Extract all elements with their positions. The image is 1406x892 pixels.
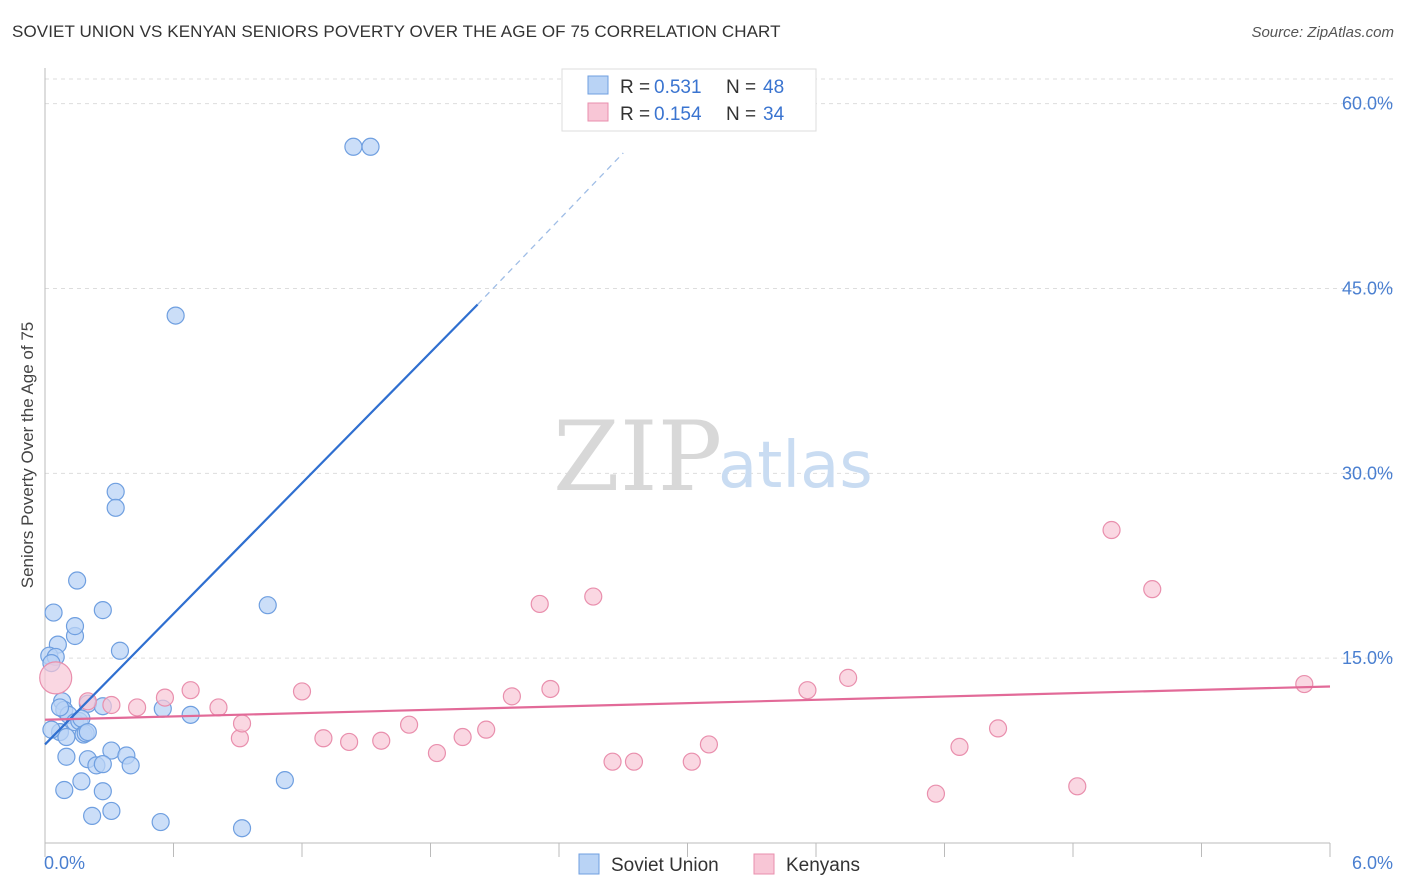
legend-n-kenyan: 34: [763, 104, 785, 125]
series-legend-swatch-kenyan: [753, 853, 775, 875]
soviet-point: [151, 812, 170, 832]
soviet-point: [68, 571, 87, 590]
soviet-point: [102, 801, 121, 821]
soviet-point: [258, 596, 277, 615]
kenyan-point: [453, 727, 472, 747]
y-tick-label: 15.0%: [1342, 648, 1393, 668]
series-legend-label-soviet: Soviet Union: [611, 855, 719, 876]
correlation-legend: R = 0.531 N = 48 R = 0.154 N = 34: [561, 68, 817, 132]
soviet-point: [275, 771, 294, 790]
soviet-point: [361, 137, 380, 156]
soviet-point: [110, 641, 130, 660]
watermark: ZIP atlas: [553, 401, 873, 513]
x-tick-label-min: 0.0%: [44, 853, 85, 873]
kenyan-point: [127, 698, 147, 717]
y-axis-label: Seniors Poverty Over the Age of 75: [18, 322, 37, 588]
soviet-point: [50, 698, 70, 717]
soviet-point: [121, 756, 140, 775]
kenyan-point: [988, 719, 1008, 738]
soviet-point: [83, 806, 102, 825]
kenyan-point: [682, 752, 701, 771]
legend-swatch-soviet: [587, 75, 609, 95]
kenyan-point: [798, 681, 817, 700]
kenyan-points: [39, 520, 1314, 803]
watermark-zip: ZIP: [553, 401, 722, 513]
y-tick-label: 30.0%: [1342, 463, 1393, 483]
kenyan-point: [1102, 520, 1121, 540]
soviet-point: [55, 780, 74, 800]
kenyan-point: [530, 594, 549, 614]
soviet-point: [44, 603, 63, 622]
soviet-point: [65, 617, 85, 636]
kenyan-point: [314, 729, 333, 748]
soviet-point: [57, 727, 76, 747]
x-tick-label-max: 6.0%: [1352, 853, 1393, 873]
kenyan-point: [102, 695, 121, 715]
kenyan-point: [926, 784, 946, 803]
kenyan-point: [372, 731, 391, 750]
kenyan-point: [427, 743, 447, 763]
kenyan-point: [1295, 674, 1314, 694]
kenyan-point: [624, 752, 644, 771]
kenyan-point: [181, 681, 200, 700]
kenyan-point: [699, 735, 719, 754]
watermark-atlas: atlas: [718, 429, 873, 503]
chart-title: SOVIET UNION VS KENYAN SENIORS POVERTY O…: [12, 22, 781, 41]
kenyan-point: [399, 715, 419, 734]
soviet-trend-extension: [477, 152, 624, 305]
soviet-point: [93, 782, 112, 801]
kenyan-point: [39, 661, 73, 695]
series-legend: Soviet Union Kenyans: [578, 853, 860, 876]
kenyan-point: [584, 587, 603, 606]
kenyan-point: [1143, 580, 1162, 599]
soviet-point: [232, 819, 252, 838]
kenyan-point: [603, 752, 622, 771]
legend-r-soviet: 0.531: [654, 77, 702, 98]
kenyan-point: [155, 688, 175, 707]
soviet-point: [78, 722, 97, 742]
soviet-point: [57, 747, 76, 766]
kenyan-point: [209, 698, 228, 717]
kenyan-point: [541, 679, 560, 699]
kenyan-point: [950, 737, 969, 756]
soviet-point: [166, 306, 185, 325]
kenyan-point: [340, 732, 359, 752]
y-tick-label: 45.0%: [1342, 278, 1393, 298]
legend-r-label-kenyan: R =: [620, 104, 650, 125]
soviet-point: [42, 720, 61, 739]
legend-n-label-kenyan: N =: [726, 104, 756, 125]
soviet-point: [93, 601, 112, 620]
legend-n-label-soviet: N =: [726, 77, 756, 98]
y-tick-label: 60.0%: [1342, 94, 1393, 114]
soviet-trend-line: [44, 303, 479, 746]
soviet-points: [40, 137, 380, 838]
soviet-point: [106, 498, 125, 517]
axes-layer: 15.0% 30.0% 45.0% 60.0%: [44, 68, 1393, 857]
kenyan-point: [477, 720, 496, 739]
trend-lines: [44, 152, 1331, 746]
kenyan-point: [292, 682, 312, 701]
kenyan-trend-line: [44, 685, 1331, 721]
legend-swatch-kenyan: [587, 102, 609, 122]
grid-layer: [45, 78, 1395, 659]
series-legend-label-kenyan: Kenyans: [786, 855, 860, 876]
kenyan-point: [1068, 777, 1087, 796]
kenyan-point: [502, 687, 521, 706]
soviet-point: [93, 755, 112, 774]
series-legend-swatch-soviet: [578, 853, 600, 875]
legend-r-kenyan: 0.154: [654, 104, 702, 125]
kenyan-point: [232, 714, 252, 733]
legend-r-label-soviet: R =: [620, 77, 650, 98]
soviet-point: [72, 772, 91, 791]
legend-n-soviet: 48: [763, 77, 784, 98]
chart-source: Source: ZipAtlas.com: [1251, 24, 1394, 41]
soviet-point: [344, 137, 363, 156]
kenyan-point: [839, 668, 858, 687]
soviet-point: [106, 482, 125, 501]
